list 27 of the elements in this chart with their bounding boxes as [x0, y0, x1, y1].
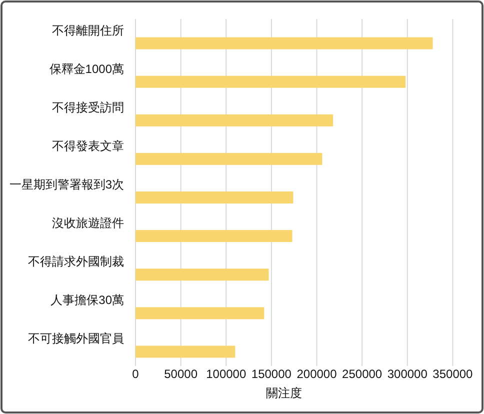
x-axis-title: 關注度: [266, 386, 302, 400]
x-tick-label: 50000: [164, 367, 198, 381]
y-tick-label: 不得請求外國制裁: [28, 254, 124, 269]
y-tick-label: 不得接受訪問: [52, 100, 124, 114]
y-tick-label: 不可接觸外國官員: [28, 332, 124, 346]
bar: [136, 230, 292, 242]
x-tick-label: 0: [132, 367, 140, 381]
bar: [136, 76, 406, 88]
bar: [136, 152, 322, 165]
x-tick-label: 300000: [387, 367, 428, 381]
bar: [136, 307, 264, 320]
bar: [136, 346, 236, 358]
y-tick-label: 人事擔保30萬: [50, 293, 124, 308]
x-tick-label: 250000: [342, 367, 382, 381]
bar: [136, 37, 433, 50]
bar: [136, 268, 269, 281]
x-tick-label: 150000: [251, 367, 292, 381]
x-tick-label: 350000: [432, 367, 474, 381]
y-tick-label: 不得發表文章: [52, 138, 124, 153]
x-tick-label: 200000: [296, 367, 338, 381]
y-tick-label: 沒收旅遊證件: [52, 216, 124, 230]
x-tick-label: 100000: [206, 367, 246, 381]
y-tick-label: 保釋金1000萬: [49, 62, 124, 76]
y-tick-label: 不得離開住所: [52, 23, 124, 38]
bar: [136, 192, 294, 204]
y-tick-label: 一星期到警署報到3次: [9, 178, 124, 192]
bar: [136, 114, 334, 126]
